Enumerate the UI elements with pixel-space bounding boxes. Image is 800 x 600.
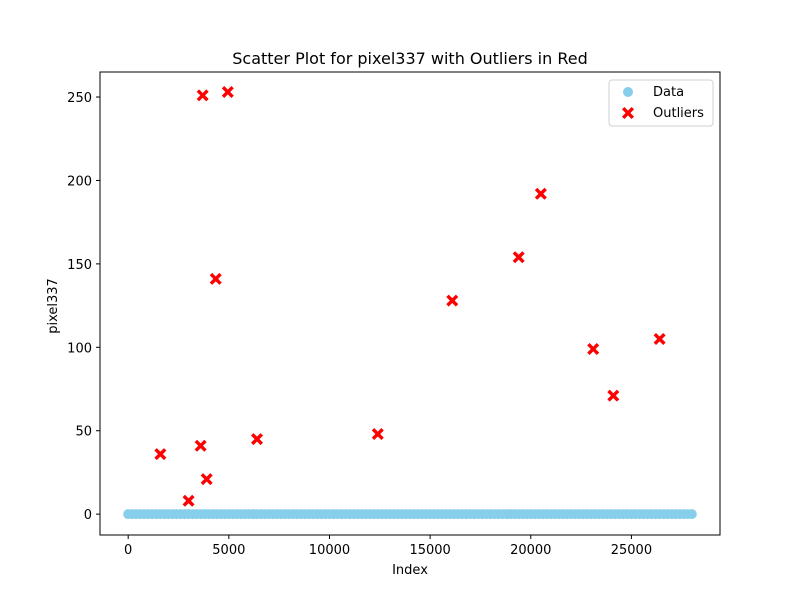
x-tick-label: 0 [124,543,132,558]
legend-outliers-marker [622,107,634,119]
y-tick-label: 150 [67,258,92,273]
y-axis: 0 50 100 150 200 250 [67,91,100,523]
outlier-point [512,251,525,264]
outlier-point [209,272,222,285]
outlier-point [371,428,384,441]
legend-data-marker [623,87,633,97]
chart-title: Scatter Plot for pixel337 with Outliers … [232,49,587,68]
data-series [123,509,697,520]
y-tick-label: 0 [84,508,92,523]
outlier-point [587,342,600,355]
outlier-point [194,439,207,452]
outlier-series [154,86,666,507]
legend-data-label: Data [653,85,684,100]
outlier-point [534,187,547,200]
outlier-point [196,89,209,102]
legend: Data Outliers [608,79,714,127]
outlier-point [446,294,459,307]
y-axis-title: pixel337 [46,278,61,334]
outlier-point [154,448,167,461]
outlier-point [200,473,213,486]
x-tick-label: 10000 [309,543,350,558]
x-axis-title: Index [392,563,428,578]
x-tick-label: 15000 [409,543,450,558]
outlier-point [607,389,620,402]
x-tick-label: 5000 [212,543,245,558]
y-tick-label: 100 [67,341,92,356]
outlier-point [653,332,666,345]
outlier-point [221,86,234,99]
plot-area [99,71,721,536]
data-point [686,509,697,520]
outlier-point [251,433,264,446]
legend-outliers-label: Outliers [653,106,704,121]
y-tick-label: 250 [67,91,92,106]
x-tick-label: 20000 [510,543,551,558]
x-axis: 0 5000 10000 15000 20000 25000 [124,535,652,558]
outlier-point [182,494,195,507]
x-tick-label: 25000 [611,543,652,558]
legend-box [608,79,714,127]
plot-frame [99,71,721,536]
y-tick-label: 200 [67,174,92,189]
y-tick-label: 50 [75,425,92,440]
